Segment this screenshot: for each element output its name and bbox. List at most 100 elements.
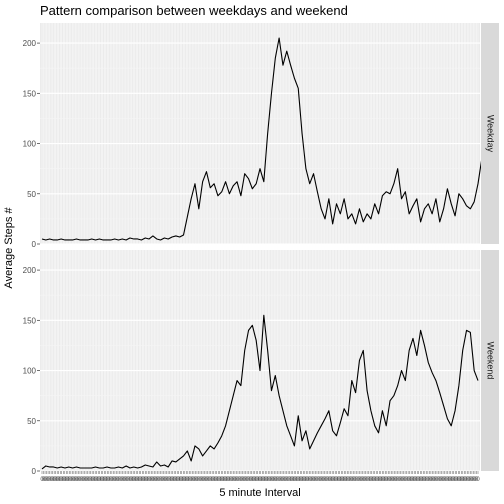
x-tick-label: 0 [84,477,88,483]
x-tick-label: 0 [63,477,67,483]
x-tick-label: 0 [151,477,155,483]
x-tick-label: 0 [431,477,435,483]
x-tick-label: 0 [306,477,310,483]
x-tick-label: 0 [286,477,290,483]
x-axis-title: 5 minute Interval [219,487,300,499]
x-tick-label: 0 [435,477,439,483]
x-tick-label: 0 [343,477,347,483]
x-tick-label: 0 [294,477,298,483]
x-tick-label: 0 [347,477,351,483]
x-tick-label: 0 [226,477,230,483]
y-tick-label: 0 [32,240,37,249]
x-tick-label: 0 [259,477,263,483]
x-tick-label: 0 [267,477,271,483]
x-tick-label: 0 [74,477,78,483]
x-tick-label: 0 [90,477,94,483]
x-tick-label: 0 [165,477,169,483]
x-tick-label: 0 [253,477,257,483]
x-tick-label: 0 [441,477,445,483]
x-tick-label: 0 [447,477,451,483]
x-tick-label: 0 [335,477,339,483]
x-tick-label: 0 [314,477,318,483]
x-tick-label: 0 [194,477,198,483]
x-tick-label: 0 [119,477,123,483]
x-tick-label: 0 [174,477,178,483]
x-tick-label: 0 [244,477,248,483]
x-tick-label: 0 [443,477,447,483]
x-tick-label: 0 [210,477,214,483]
x-tick-label: 0 [460,477,464,483]
x-tick-label: 0 [375,477,379,483]
x-tick-label: 0 [402,477,406,483]
x-tick-label: 0 [207,477,211,483]
x-tick-label: 0 [239,477,243,483]
x-tick-label: 0 [195,477,199,483]
x-tick-label: 0 [150,477,154,483]
x-tick-label: 0 [191,477,195,483]
x-tick-label: 0 [425,477,429,483]
x-tick-label: 0 [406,477,410,483]
facet-strip [481,23,499,244]
x-tick-label: 0 [245,477,249,483]
x-tick-label: 0 [451,477,455,483]
x-tick-label: 0 [309,477,313,483]
x-tick-label: 0 [349,477,353,483]
x-tick-label: 0 [218,477,222,483]
x-tick-label: 0 [157,477,161,483]
x-tick-label: 0 [144,477,148,483]
x-tick-label: 0 [378,477,382,483]
x-tick-label: 0 [48,477,52,483]
x-tick-label: 0 [230,477,234,483]
x-tick-label: 0 [379,477,383,483]
x-tick-label: 0 [188,477,192,483]
x-tick-label: 0 [277,477,281,483]
panel-weekend: 0 50 100 150 200 Weekend [23,250,499,476]
x-tick-label: 0 [86,477,90,483]
x-tick-label: 0 [180,477,184,483]
x-tick-label: 0 [409,477,413,483]
y-tick-label: 200 [23,39,37,48]
x-tick-label: 0 [318,477,322,483]
x-tick-label: 0 [106,477,110,483]
x-tick-label: 0 [270,477,274,483]
x-tick-label: 0 [118,477,122,483]
x-tick-label: 0 [87,477,91,483]
x-tick-label: 0 [185,477,189,483]
y-tick-label: 150 [23,316,37,325]
x-tick-label: 0 [261,477,265,483]
x-tick-label: 0 [217,477,221,483]
x-tick-label: 0 [440,477,444,483]
x-tick-label: 0 [223,477,227,483]
x-tick-label: 0 [93,477,97,483]
x-tick-label: 0 [384,477,388,483]
x-tick-label: 0 [59,477,63,483]
x-tick-label: 0 [110,477,114,483]
x-tick-label: 0 [296,477,300,483]
x-tick-label: 0 [323,477,327,483]
x-tick-label: 0 [183,477,187,483]
x-tick-label: 0 [95,477,99,483]
x-tick-label: 0 [255,477,259,483]
x-tick-label: 0 [168,477,172,483]
x-tick-label: 0 [341,477,345,483]
x-tick-label: 0 [355,477,359,483]
y-tick-label: 50 [27,190,36,199]
x-tick-label: 0 [68,477,72,483]
x-tick-label: 0 [72,477,76,483]
x-tick-label: 0 [370,477,374,483]
x-tick-label: 0 [92,477,96,483]
x-tick-label: 0 [141,477,145,483]
x-tick-label: 0 [391,477,395,483]
x-tick-label: 0 [242,477,246,483]
x-tick-label: 0 [65,477,69,483]
y-tick-label: 150 [23,89,37,98]
x-tick-label: 0 [235,477,239,483]
x-tick-label: 0 [408,477,412,483]
x-tick-label: 0 [248,477,252,483]
x-tick-label: 0 [299,477,303,483]
x-tick-label: 0 [209,477,213,483]
x-tick-label: 0 [262,477,266,483]
x-tick-label: 0 [103,477,107,483]
x-tick-label: 0 [81,477,85,483]
x-tick-label: 0 [77,477,81,483]
